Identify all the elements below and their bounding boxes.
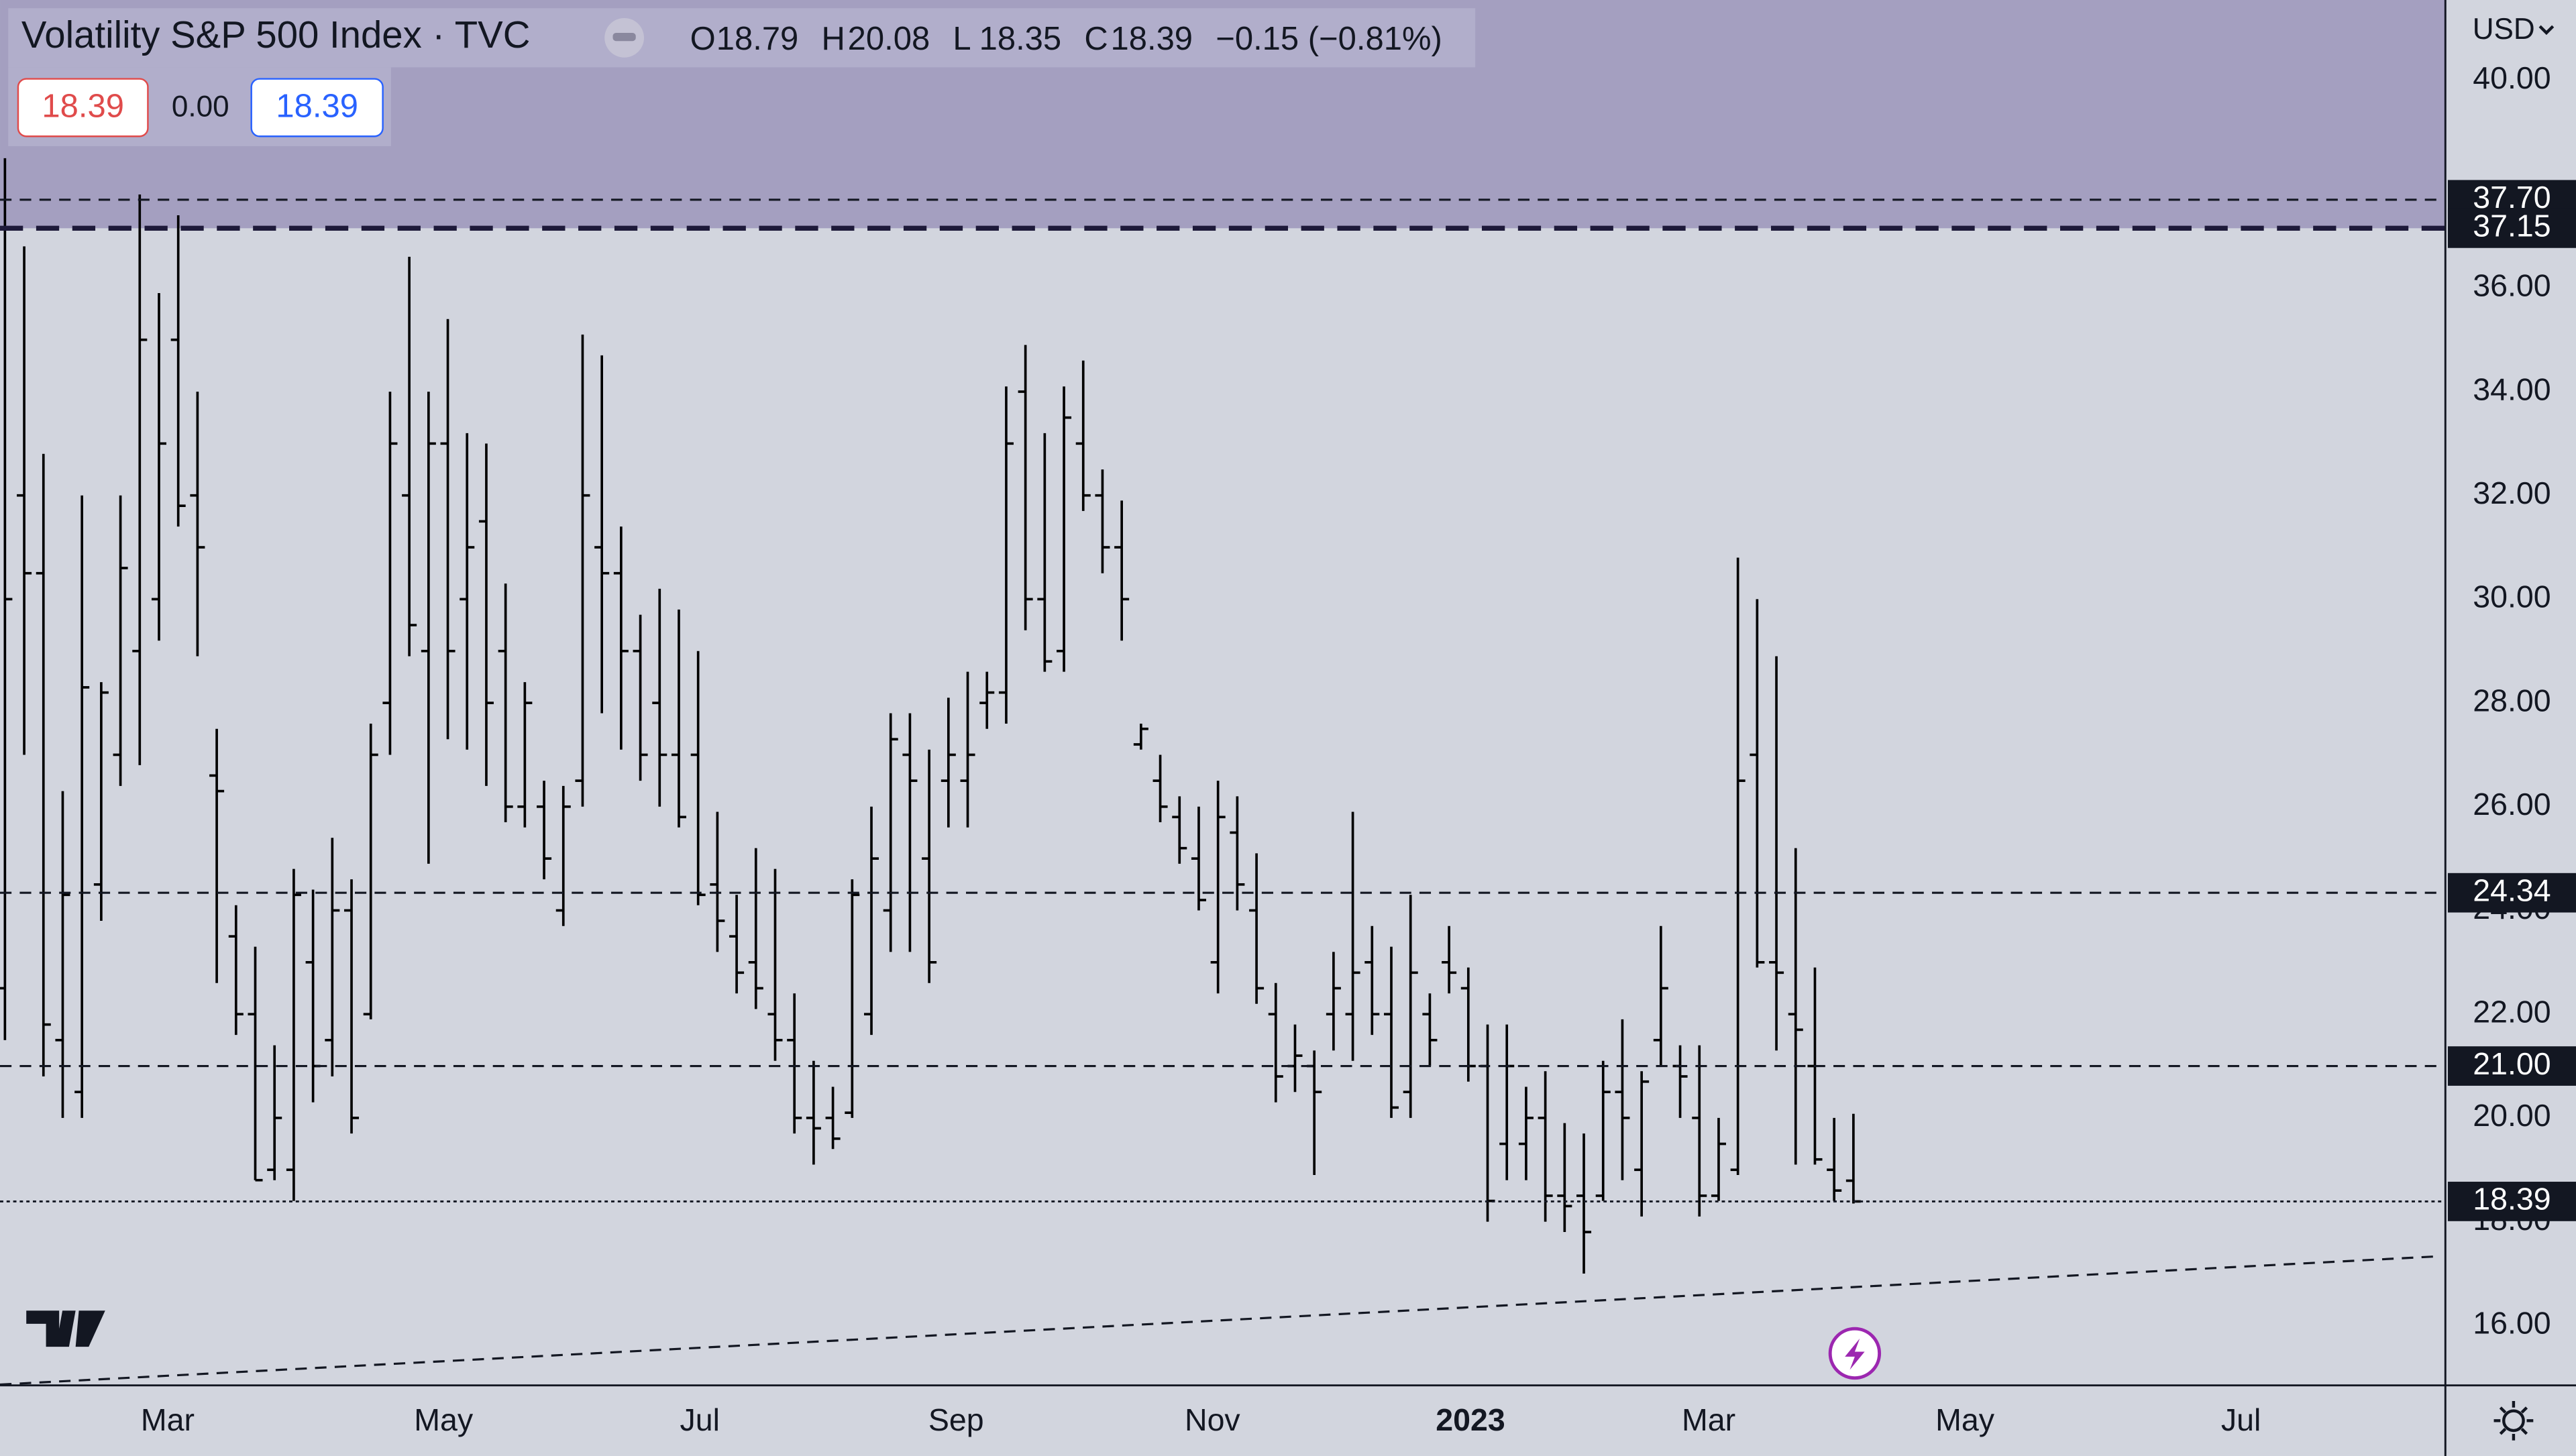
legend-box xyxy=(8,8,1476,68)
ohlc-value: 18.39 xyxy=(1111,21,1193,57)
y-tick-label: 22.00 xyxy=(2473,994,2551,1029)
hide-icon xyxy=(612,32,636,42)
price-badge xyxy=(2447,1182,2576,1221)
ohlc-label: L xyxy=(953,21,971,57)
price-badge-label: 21.00 xyxy=(2473,1046,2551,1081)
bid: 18.39 xyxy=(42,89,124,125)
ohlc-value: 18.79 xyxy=(716,21,799,57)
price-badge-label: 37.15 xyxy=(2473,209,2551,243)
settings-icon[interactable] xyxy=(2493,1400,2534,1441)
x-tick-label: Jul xyxy=(2221,1402,2261,1437)
lightning-button[interactable] xyxy=(1828,1327,1882,1380)
symbol-title: Volatility S&P 500 Index · TVC xyxy=(21,13,531,56)
y-tick-label: 28.00 xyxy=(2473,683,2551,718)
x-tick-label: 2023 xyxy=(1436,1402,1505,1437)
ohlc-values: O 18.79 H 20.08 L 18.35 C 18.39 xyxy=(690,21,1193,57)
y-tick-label: 40.00 xyxy=(2473,60,2551,95)
y-tick-label: 30.00 xyxy=(2473,579,2551,614)
y-tick-label: 34.00 xyxy=(2473,372,2551,406)
ohlc-label: C xyxy=(1084,21,1108,57)
price-badge-label: 18.39 xyxy=(2473,1182,2551,1217)
x-tick-label: May xyxy=(1935,1402,1995,1437)
x-tick-label: Mar xyxy=(141,1402,195,1437)
currency-caret xyxy=(2538,25,2555,36)
x-tick-label: Jul xyxy=(680,1402,720,1437)
ohlc-value: 18.35 xyxy=(979,21,1062,57)
y-tick-label: 16.00 xyxy=(2473,1306,2551,1341)
bid-box[interactable] xyxy=(17,78,149,137)
y-tick-label: 26.00 xyxy=(2473,787,2551,822)
ohlc-value: 20.08 xyxy=(848,21,930,57)
axes: 16.0018.0020.0022.0024.0026.0028.0030.00… xyxy=(141,60,2576,1437)
spread: 0.00 xyxy=(172,90,229,123)
y-tick-label: 36.00 xyxy=(2473,268,2551,303)
ask: 18.39 xyxy=(276,89,358,125)
price-badge xyxy=(2447,873,2576,913)
ohlc-label: H xyxy=(821,21,845,57)
y-tick-label: 20.00 xyxy=(2473,1098,2551,1133)
price-badge xyxy=(2447,208,2576,248)
x-tick-label: Mar xyxy=(1682,1402,1735,1437)
currency[interactable]: USD xyxy=(2473,13,2535,46)
change: −0.15 (−0.81%) xyxy=(1216,21,1442,57)
x-tick-label: Sep xyxy=(928,1402,984,1437)
ask-box[interactable] xyxy=(250,78,384,137)
y-tick-label: 32.00 xyxy=(2473,475,2551,510)
price-badge-label: 24.34 xyxy=(2473,873,2551,907)
ohlc-label: O xyxy=(690,21,716,57)
tv-logo xyxy=(26,1310,105,1347)
x-tick-label: May xyxy=(414,1402,474,1437)
price-badge xyxy=(2447,1046,2576,1086)
x-tick-label: Nov xyxy=(1185,1402,1240,1437)
trendline xyxy=(0,1255,2436,1386)
